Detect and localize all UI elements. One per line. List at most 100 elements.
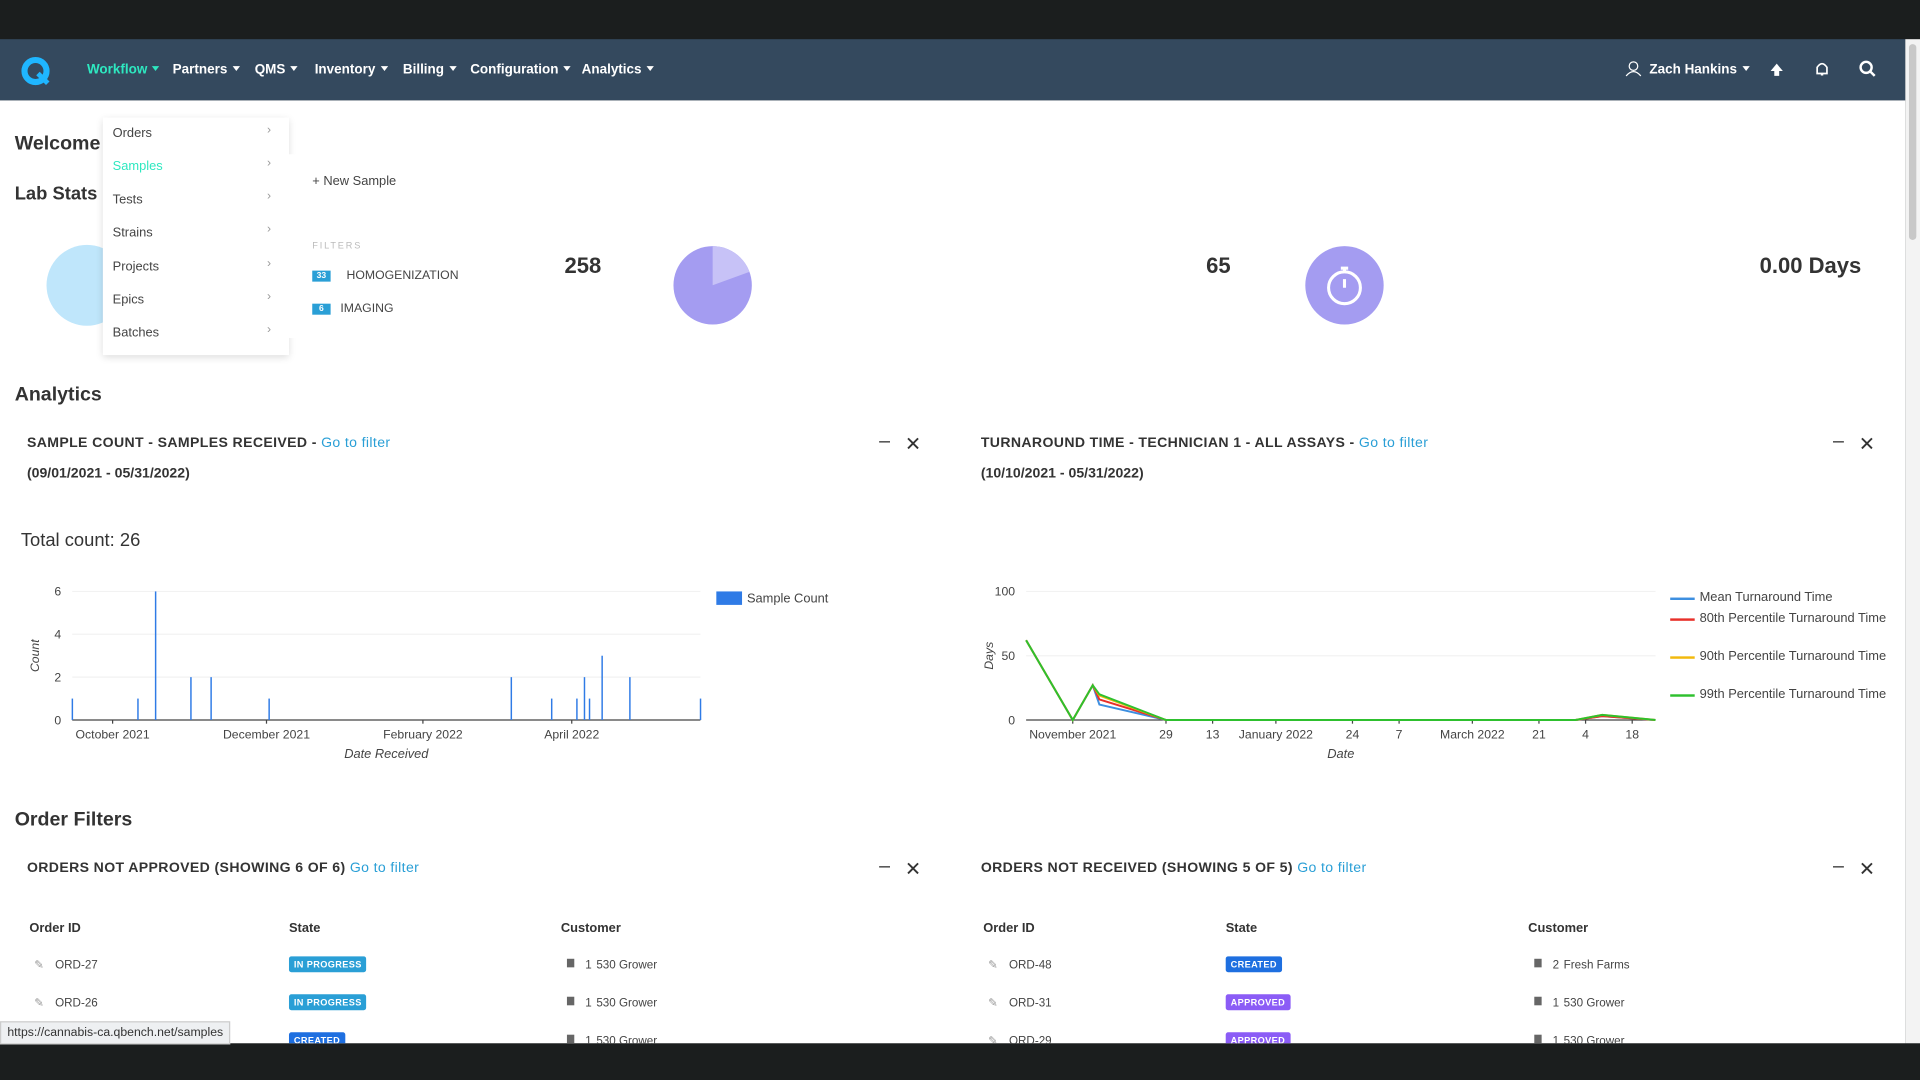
filter-link[interactable]: Go to filter [1297,860,1367,876]
menu-item[interactable]: Tests [112,192,143,207]
filter-label[interactable]: IMAGING [340,302,394,316]
order-id[interactable]: ORD-26 [55,996,98,1011]
menu-item[interactable]: Orders [112,126,152,141]
dropdown-menu [102,117,289,356]
nav-item[interactable]: QMS [255,62,298,77]
state-badge: IN PROGRESS [288,994,367,1011]
chevron: › [266,189,272,204]
column-header: Customer [1528,920,1589,936]
logo[interactable] [21,56,50,86]
legend-swatch [716,591,743,605]
search-icon[interactable] [1859,60,1876,77]
analytics-heading: Analytics [14,384,102,406]
order-id[interactable]: ORD-27 [55,958,98,973]
upload-icon[interactable] [1768,61,1785,78]
total-count: Total count: 26 [20,530,141,552]
close[interactable]: ✕ [1858,859,1876,881]
customer-icon [1534,1034,1542,1044]
x-tick-label: April 2022 [544,727,599,741]
nav-item[interactable]: Billing [403,62,456,77]
submenu: + New Sample FILTERS 33 HOMOGENIZATION 6 IM… [288,154,473,338]
customer-icon [566,996,575,1006]
legend-entry: 99th Percentile Turnaround Time [1670,687,1895,704]
minimize[interactable]: – [1833,431,1844,452]
bar [137,698,139,721]
stat-value: 258 [564,253,602,278]
customer-name[interactable]: 530 Grower [1563,1034,1625,1044]
bar [210,677,212,721]
x-tick-label: 29 [1159,727,1173,741]
filter-label[interactable]: HOMOGENIZATION [346,269,459,283]
filter-link[interactable]: Go to filter [349,860,420,876]
chevron: › [266,323,272,337]
column-header: State [288,920,321,936]
state-badge: CREATED [1225,956,1282,973]
edit-icon[interactable]: ✎ [34,958,45,973]
nav-item[interactable]: Inventory [315,62,388,77]
bar [699,698,702,721]
edit-icon[interactable]: ✎ [988,996,998,1011]
nav-item[interactable]: Workflow [87,62,160,77]
customer-icon [566,1034,575,1044]
x-axis-label: Date [1327,746,1354,761]
edit-icon[interactable]: ✎ [34,996,45,1011]
widget-title: SAMPLE COUNT - SAMPLES RECEIVED - Go to … [27,436,391,451]
customer-name[interactable]: 530 Grower [596,958,658,973]
filter-link[interactable]: Go to filter [1358,435,1429,451]
menu-item[interactable]: Strains [112,225,153,241]
x-axis-label: Date Received [344,746,429,761]
customer-name[interactable]: 530 Grower [596,1034,658,1044]
legend-entry: 90th Percentile Turnaround Time [1670,649,1895,666]
x-tick-label: November 2021 [1029,727,1116,741]
widget-dates: (09/01/2021 - 05/31/2022) [26,466,190,482]
customer-count: 1 [1552,1034,1560,1044]
edit-icon[interactable]: ✎ [988,958,998,973]
menu-item[interactable]: Projects [112,259,160,275]
title-text: ORDERS NOT RECEIVED (SHOWING 5 OF 5) [980,860,1298,876]
bar [629,677,631,721]
menu-item[interactable]: Epics [112,292,145,308]
menu-item[interactable]: Batches [112,325,160,341]
y-tick-label: 2 [54,670,61,684]
legend-swatch [1670,694,1695,697]
close[interactable]: ✕ [904,859,922,881]
minimize[interactable]: – [879,855,891,877]
x-tick-label: February 2022 [383,727,463,741]
customer-name[interactable]: 530 Grower [596,996,658,1011]
scrollbar[interactable] [1905,39,1920,1044]
order-id[interactable]: ORD-29 [1008,1034,1052,1044]
state-badge: CREATED [288,1032,346,1044]
minimize[interactable]: – [879,431,891,452]
customer-name[interactable]: 530 Grower [1563,996,1625,1011]
order-id[interactable]: ORD-31 [1008,996,1052,1011]
new-sample[interactable]: + New Sample [312,173,397,189]
edit-icon[interactable]: ✎ [988,1034,998,1044]
stat-timer [1305,246,1384,325]
nav-item[interactable]: Configuration [470,62,571,77]
x-tick-label: March 2022 [1440,727,1505,741]
filter-link[interactable]: Go to filter [321,435,391,451]
nav-item[interactable]: Partners [173,62,240,77]
menu-item[interactable]: Samples [112,159,163,174]
legend-swatch [1670,597,1695,601]
bar [154,591,157,721]
customer-count: 2 [1552,958,1560,973]
order-id[interactable]: ORD-48 [1008,958,1052,973]
bar [601,655,603,721]
nav-item[interactable]: Analytics [582,62,654,77]
status-url: https://cannabis-ca.qbench.net/samples [0,1021,231,1045]
widget-dates: (10/10/2021 - 05/31/2022) [980,466,1144,482]
y-tick-label: 0 [54,713,61,727]
widget-title: TURNAROUND TIME - TECHNICIAN 1 - ALL ASS… [981,436,1428,451]
lab-stats-heading: Lab Stats [14,183,98,205]
customer-count: 1 [1552,996,1560,1011]
bar [190,677,192,721]
user-menu[interactable]: Zach Hankins [1649,62,1749,77]
close[interactable]: ✕ [1858,434,1876,456]
minimize[interactable]: – [1833,855,1844,877]
customer-name[interactable]: Fresh Farms [1563,958,1630,973]
bell-icon[interactable] [1813,60,1830,77]
stat-value: 0.00 Days [1759,253,1862,278]
close[interactable]: ✕ [904,434,922,456]
